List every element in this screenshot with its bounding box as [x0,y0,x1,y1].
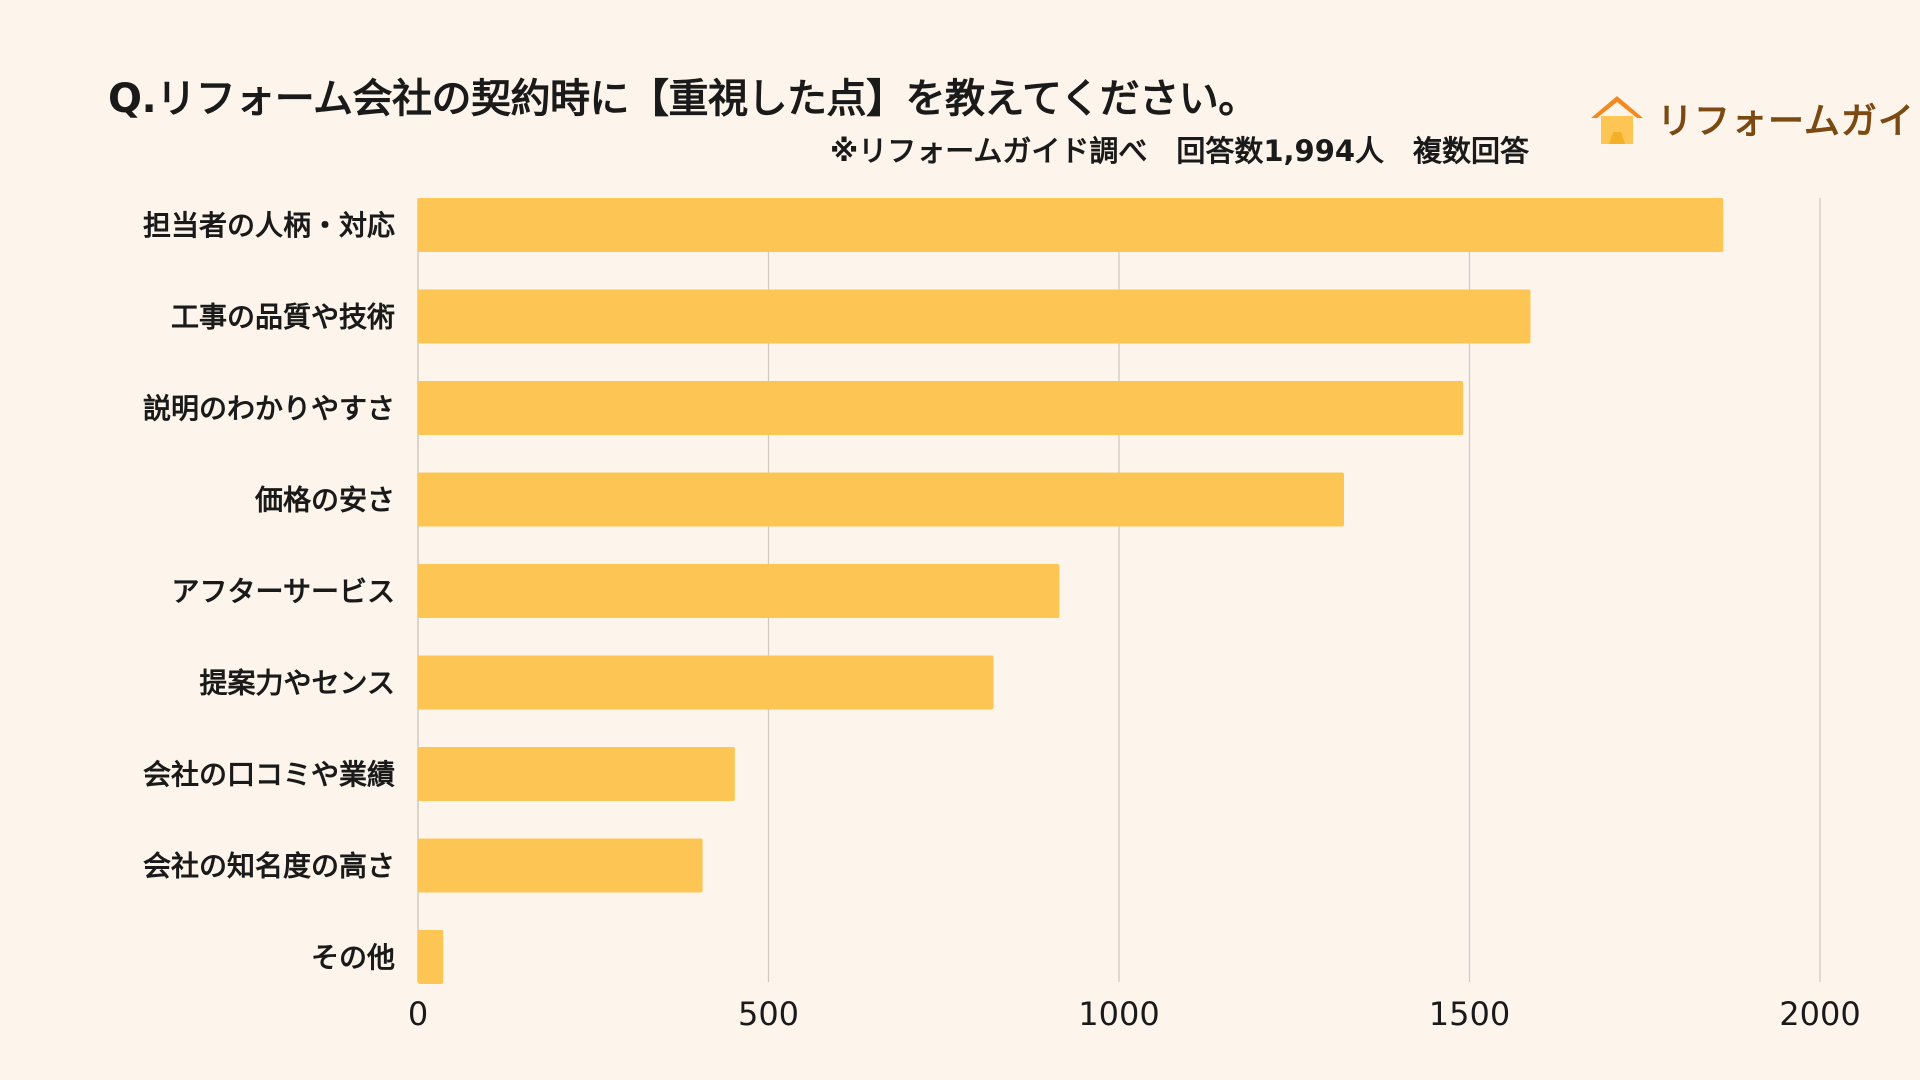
category-label: 工事の品質や技術 [171,301,395,334]
bar [418,198,1724,252]
category-label: 会社の口コミや業績 [143,758,395,791]
bars [418,198,1724,984]
bar [418,838,703,893]
bar [418,930,444,984]
chart-subtitle: ※リフォームガイド調べ 回答数1,994人 複数回答 [830,134,1530,168]
category-label: 説明のわかりやすさ [143,392,395,425]
logo-text: リフォームガイド [1657,101,1920,142]
category-label: 提案力やセンス [200,667,395,700]
x-tick-label: 1000 [1078,995,1159,1033]
logo: リフォームガイド [1585,88,1920,148]
category-label: 価格の安さ [254,484,395,517]
bar [418,747,735,801]
category-labels: 担当者の人柄・対応工事の品質や技術説明のわかりやすさ価格の安さアフターサービス提… [143,209,395,974]
category-label: 担当者の人柄・対応 [143,209,395,242]
category-label: その他 [311,941,395,974]
x-tick-label: 500 [738,995,799,1033]
x-tick-label: 2000 [1779,995,1860,1033]
x-axis-tick-labels: 0 500 1000 1500 2000 [408,995,1861,1033]
chart-title: Q.リフォーム会社の契約時に【重視した点】を教えてください。 [108,76,1258,122]
bar [418,381,1464,435]
bar [418,289,1531,344]
category-label: アフターサービス [172,575,395,608]
x-tick-label: 1500 [1429,995,1510,1033]
category-label: 会社の知名度の高さ [143,850,395,883]
house-icon [1591,96,1643,144]
bar [418,564,1060,618]
bar [418,472,1345,527]
x-tick-label: 0 [408,995,428,1033]
bar [418,655,994,710]
